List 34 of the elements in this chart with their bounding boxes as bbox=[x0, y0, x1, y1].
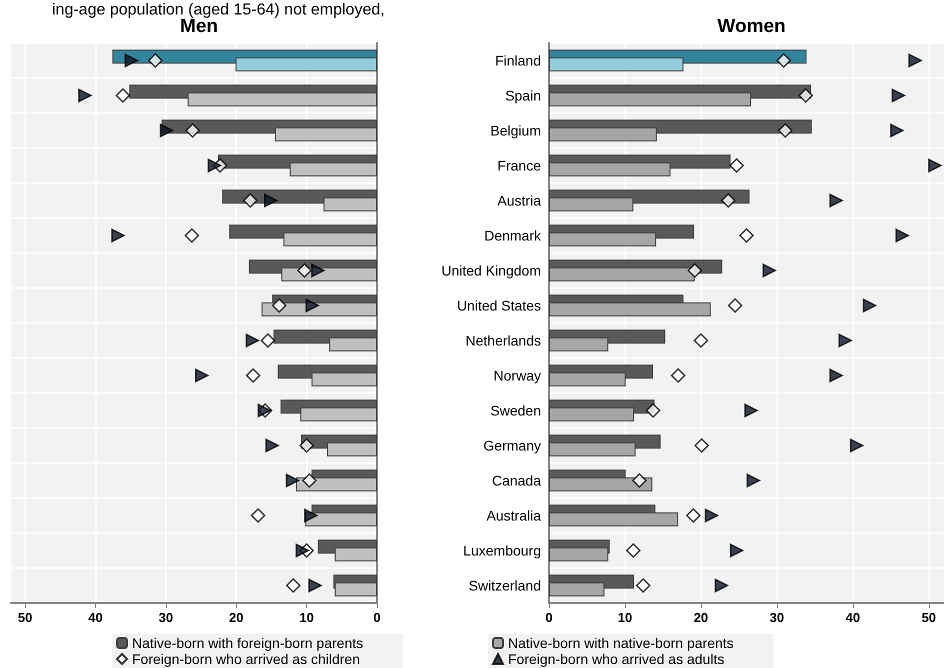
y-tick-label: Netherlands bbox=[466, 332, 541, 348]
y-tick-label: Austria bbox=[497, 192, 542, 208]
y-tick-label: United States bbox=[456, 298, 541, 314]
y-tick-label: Norway bbox=[494, 368, 541, 384]
text: ing-age population (aged 15-64) not employed, bbox=[52, 2, 385, 18]
x-tick-label: 40 bbox=[846, 610, 860, 625]
y-tick-label: Australia bbox=[486, 508, 542, 524]
x-tick-label: 10 bbox=[299, 610, 314, 625]
x-tick-label: 20 bbox=[694, 610, 708, 625]
y-tick-label: United Kingdom bbox=[441, 262, 541, 278]
x-tick-label: 40 bbox=[88, 610, 103, 625]
x-tick-label: 30 bbox=[770, 610, 784, 625]
legend-label: Foreign-born who arrived as adults bbox=[508, 651, 724, 667]
y-tick-label: Denmark bbox=[484, 228, 542, 244]
y-tick-label: Switzerland bbox=[468, 578, 541, 594]
y-tick-label: Luxembourg bbox=[463, 542, 541, 558]
x-tick-label: 20 bbox=[228, 610, 244, 625]
x-tick-label: 0 bbox=[373, 610, 381, 625]
legend-label: Native-born with foreign-born parents bbox=[132, 635, 364, 651]
x-tick-label: 30 bbox=[158, 610, 174, 625]
x-tick-label: 10 bbox=[618, 610, 632, 625]
x-tick-label: 0 bbox=[545, 610, 553, 625]
x-tick-label: 50 bbox=[18, 610, 32, 625]
y-tick-label: Germany bbox=[483, 438, 541, 454]
chart-title: Women bbox=[717, 16, 786, 37]
y-tick-label: Finland bbox=[495, 52, 541, 68]
y-tick-label: Spain bbox=[505, 88, 541, 104]
legend-label: Native-born with native-born parents bbox=[508, 635, 734, 651]
x-tick-label: 50 bbox=[922, 610, 936, 625]
y-tick-label: Canada bbox=[492, 472, 542, 488]
legend-label: Foreign-born who arrived as children bbox=[132, 651, 360, 667]
y-tick-label: France bbox=[497, 158, 542, 174]
y-tick-label: Belgium bbox=[490, 122, 541, 138]
y-tick-label: Sweden bbox=[490, 402, 541, 418]
